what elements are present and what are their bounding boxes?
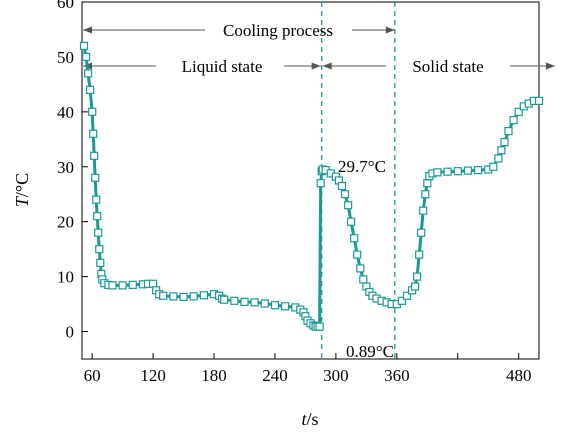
x-tick-label: 480	[506, 366, 532, 385]
data-point	[356, 264, 365, 273]
data-point	[500, 138, 509, 147]
data-point	[128, 280, 137, 289]
y-tick-label: 20	[57, 213, 74, 232]
data-point	[497, 146, 506, 155]
data-point	[260, 299, 269, 308]
data-point	[413, 272, 422, 281]
data-point	[92, 195, 101, 204]
data-point	[270, 301, 280, 310]
data-point	[514, 107, 523, 116]
y-tick-label: 0	[66, 323, 75, 342]
data-point	[118, 281, 127, 290]
liquid-arrow-right-head	[311, 62, 321, 70]
data-point	[91, 173, 100, 182]
x-axis-title: t/s	[301, 409, 318, 429]
plot-frame	[81, 1, 540, 360]
data-point	[79, 41, 89, 51]
solid-arrow-left-head	[322, 62, 332, 70]
data-point	[489, 162, 498, 171]
data-point	[85, 85, 95, 95]
data-point	[316, 179, 325, 188]
data-point	[89, 129, 98, 138]
data-point	[433, 168, 442, 177]
y-axis-title: T/°C	[12, 173, 32, 207]
data-point	[421, 190, 430, 199]
x-axis-variable: t	[301, 409, 307, 429]
data-point	[281, 302, 290, 311]
cooling-arrow-right-head	[385, 26, 395, 34]
data-point	[220, 295, 229, 304]
annotation-peak-temperature: 29.7°C	[338, 157, 386, 176]
y-axis-variable: T	[12, 195, 32, 207]
data-point	[189, 292, 198, 301]
series-markers	[79, 41, 544, 331]
data-point	[230, 296, 239, 305]
x-tick-label: 60	[84, 366, 101, 385]
data-point	[350, 234, 359, 243]
data-point	[179, 292, 188, 301]
data-point	[347, 217, 356, 226]
cooling-arrow-left-head	[83, 26, 92, 34]
data-point	[93, 212, 102, 221]
data-point	[415, 250, 424, 259]
data-point	[88, 107, 97, 116]
axis-ticks: 60 120 180 240 300 360 480 0 10 20 30 40 50 60	[57, 0, 531, 385]
data-point	[199, 291, 208, 300]
data-point	[397, 296, 406, 305]
data-point	[315, 322, 324, 331]
y-tick-label: 40	[57, 103, 74, 122]
x-tick-label: 240	[262, 366, 288, 385]
x-tick-label: 300	[323, 366, 349, 385]
data-point	[96, 258, 105, 267]
data-point	[359, 275, 368, 284]
data-point	[402, 291, 412, 300]
data-point	[250, 298, 259, 307]
data-point	[419, 206, 428, 215]
annotation-cooling-process: Cooling process	[223, 21, 333, 40]
data-point	[159, 291, 168, 300]
data-point	[417, 228, 426, 237]
data-point	[509, 115, 518, 125]
data-point	[411, 282, 420, 291]
annotation-solid-state: Solid state	[412, 57, 483, 76]
data-point	[474, 166, 483, 175]
data-point	[95, 245, 104, 254]
x-tick-label: 180	[201, 366, 227, 385]
y-tick-label: 10	[57, 268, 74, 287]
data-point	[423, 179, 432, 188]
data-point	[463, 166, 472, 175]
y-tick-label: 50	[57, 48, 74, 67]
phase-divider-lines	[321, 2, 396, 359]
data-point	[169, 292, 178, 301]
y-tick-label: 30	[57, 158, 74, 177]
annotation-min-temperature: 0.89°C	[346, 342, 394, 361]
x-tick-label: 120	[140, 366, 166, 385]
data-point	[340, 190, 350, 199]
data-point	[504, 126, 513, 136]
data-point	[344, 201, 353, 210]
x-tick-label: 360	[384, 366, 410, 385]
data-point	[90, 151, 99, 160]
data-point	[81, 52, 91, 62]
data-point	[534, 96, 544, 106]
data-point	[494, 154, 503, 163]
data-point	[337, 181, 347, 191]
data-point	[453, 167, 462, 176]
annotation-liquid-state: Liquid state	[182, 57, 263, 76]
data-point	[94, 228, 103, 237]
x-axis-unit: /s	[307, 409, 319, 429]
y-tick-label: 60	[57, 0, 74, 12]
solid-arrow-right-head	[546, 62, 555, 70]
y-axis-unit: /°C	[12, 173, 32, 197]
annotation-arrows	[83, 26, 555, 70]
data-point	[443, 167, 452, 176]
data-point	[108, 281, 117, 290]
data-point	[240, 297, 249, 306]
data-point	[353, 250, 362, 259]
data-point	[83, 69, 93, 78]
